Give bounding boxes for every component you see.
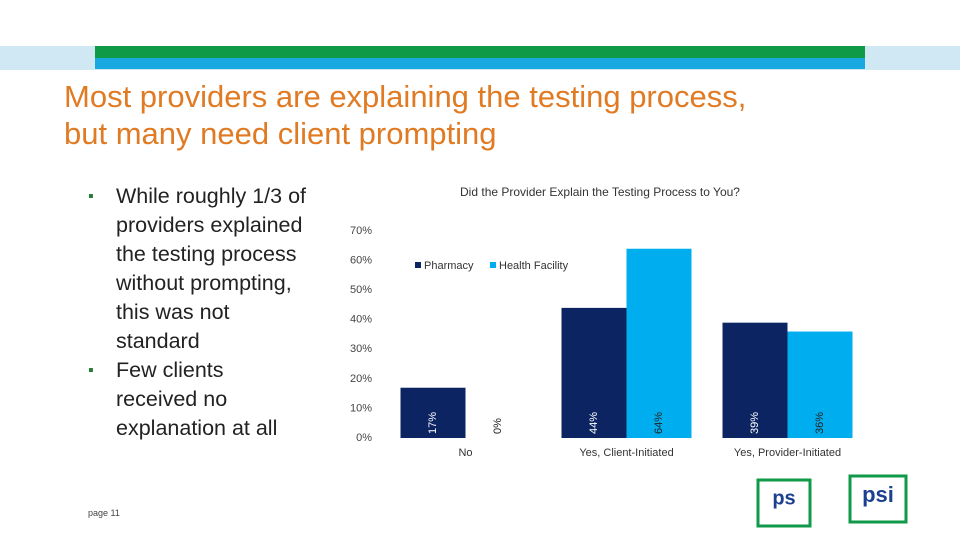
bullet: Few clients received no explanation at a… (88, 356, 306, 443)
bar (400, 387, 466, 438)
logo-text: psi (862, 482, 894, 507)
x-tick-label: No (458, 447, 472, 459)
bar (626, 248, 692, 438)
title-line: but many need client prompting (64, 116, 497, 151)
page-number: page 11 (88, 508, 120, 518)
value-label: 0% (492, 418, 504, 434)
value-label: 17% (427, 412, 439, 434)
y-tick-label: 0% (356, 432, 372, 444)
logo-ps: ps (756, 478, 812, 528)
value-label: 36% (814, 412, 826, 434)
legend-label: Pharmacy (424, 260, 474, 272)
x-tick-label: Yes, Client-Initiated (579, 447, 673, 459)
value-label: 64% (653, 412, 665, 434)
header-stripe-green (95, 46, 865, 58)
bullet-list: While roughly 1/3 of providers explained… (88, 182, 318, 443)
x-tick-label: Yes, Provider-Initiated (734, 447, 841, 459)
logo-box (756, 478, 812, 528)
legend-swatch (490, 262, 496, 268)
legend-label: Health Facility (499, 260, 569, 272)
logo-psi: psi (848, 474, 908, 524)
bar (787, 331, 853, 438)
logo-text: ps (772, 487, 795, 509)
bullet: While roughly 1/3 of providers explained… (88, 182, 306, 356)
value-label: 39% (749, 412, 761, 434)
logo-box (848, 474, 908, 524)
y-tick-label: 50% (350, 284, 372, 296)
y-tick-label: 20% (350, 373, 372, 385)
y-tick-label: 10% (350, 402, 372, 414)
header-stripe-blue (95, 58, 865, 69)
y-tick-label: 40% (350, 314, 372, 326)
y-tick-label: 60% (350, 254, 372, 266)
y-tick-label: 30% (350, 343, 372, 355)
bar (722, 322, 788, 438)
legend-swatch (415, 262, 421, 268)
y-tick-label: 70% (350, 225, 372, 237)
title-line: Most providers are explaining the testin… (64, 79, 747, 114)
slide-title: Most providers are explaining the testin… (64, 78, 924, 152)
value-label: 44% (588, 412, 600, 434)
bar (561, 307, 627, 438)
chart-title: Did the Provider Explain the Testing Pro… (460, 185, 740, 199)
